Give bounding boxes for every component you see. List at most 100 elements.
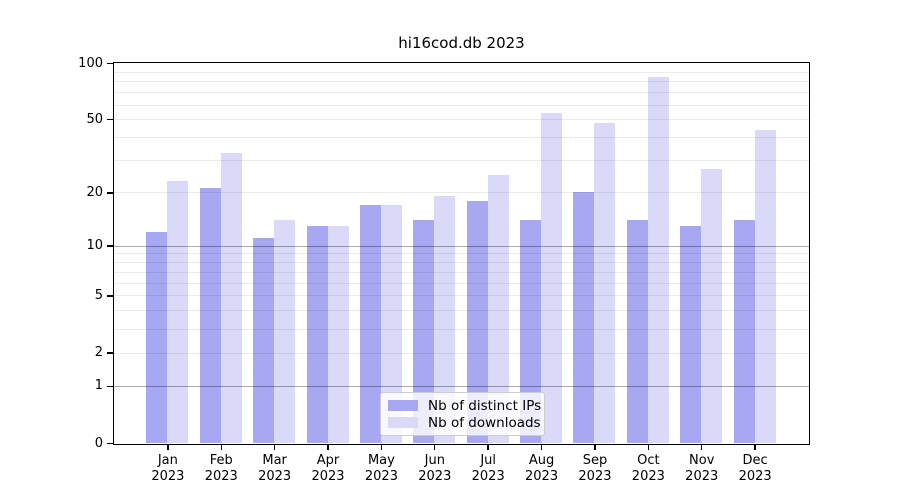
- y-tick-0: [107, 442, 113, 445]
- bar-distinct-ips-dec: [733, 220, 755, 443]
- legend-item-distinct-ips: Nb of distinct IPs: [388, 397, 542, 414]
- chart-title: hi16cod.db 2023: [398, 34, 525, 52]
- x-tick-label-year: 2023: [364, 468, 398, 484]
- x-tick-label-year: 2023: [738, 468, 772, 484]
- gridline-y-10: [114, 245, 809, 247]
- bar-downloads-apr: [327, 225, 349, 443]
- bar-distinct-ips-feb: [199, 188, 221, 443]
- x-tick-label-nov: Nov 2023: [670, 453, 734, 484]
- x-tick-dec: [754, 445, 756, 450]
- legend-swatch-ips-icon: [388, 400, 418, 411]
- x-tick-label-year: 2023: [685, 468, 719, 484]
- legend-label-ips: Nb of distinct IPs: [428, 397, 542, 414]
- x-tick-label-month: Apr: [316, 453, 340, 468]
- y-tick-50: [107, 119, 113, 121]
- bar-distinct-ips-sep: [573, 192, 595, 443]
- y-tick-5: [107, 295, 113, 297]
- x-tick-mar: [273, 445, 276, 450]
- bar-distinct-ips-jan: [146, 231, 168, 443]
- bar-downloads-sep: [594, 122, 616, 443]
- bar-distinct-ips-aug: [520, 220, 542, 443]
- legend-swatch-downloads-icon: [388, 417, 418, 428]
- x-tick-label-month: Dec: [742, 453, 768, 468]
- gridline-y-80: [114, 81, 809, 83]
- bar-downloads-nov: [701, 168, 723, 443]
- x-tick-label-feb: Feb 2023: [189, 453, 253, 484]
- gridline-y-20: [114, 192, 809, 194]
- gridline-y-40: [114, 137, 809, 139]
- gridline-y-3: [114, 328, 809, 330]
- x-tick-label-apr: Apr 2023: [296, 453, 360, 484]
- x-tick-label-jul: Jul 2023: [456, 453, 520, 484]
- bar-distinct-ips-oct: [626, 220, 648, 443]
- bar-distinct-ips-mar: [253, 238, 275, 443]
- bar-downloads-mar: [274, 220, 296, 443]
- y-tick-label-5: 5: [94, 287, 103, 303]
- x-tick-label-year: 2023: [578, 468, 612, 484]
- legend-item-downloads: Nb of downloads: [388, 414, 541, 431]
- x-tick-sep: [594, 445, 596, 450]
- x-tick-label-month: Nov: [689, 453, 715, 468]
- x-tick-label-month: Jun: [424, 453, 445, 468]
- x-tick-label-year: 2023: [258, 468, 292, 484]
- y-tick-20: [107, 192, 113, 194]
- bar-distinct-ips-apr: [306, 225, 328, 443]
- y-tick-label-1: 1: [94, 378, 103, 394]
- y-tick-2: [107, 352, 113, 354]
- legend-label-downloads: Nb of downloads: [428, 414, 541, 431]
- x-tick-jun: [434, 445, 436, 450]
- gridline-y-9: [114, 253, 809, 255]
- bar-distinct-ips-jun: [413, 220, 435, 443]
- x-tick-label-jan: Jan 2023: [136, 453, 200, 484]
- y-tick-label-100: 100: [78, 55, 103, 71]
- gridline-y-6: [114, 282, 809, 284]
- x-tick-label-mar: Mar 2023: [243, 453, 307, 484]
- x-tick-label-may: May 2023: [349, 453, 413, 484]
- y-tick-label-10: 10: [86, 238, 103, 254]
- x-tick-label-month: Sep: [582, 453, 608, 468]
- gridline-y-2: [114, 352, 809, 354]
- x-tick-aug: [540, 445, 543, 450]
- y-tick-1: [107, 385, 113, 388]
- x-tick-apr: [327, 445, 329, 450]
- x-tick-label-oct: Oct 2023: [616, 453, 680, 484]
- x-tick-label-year: 2023: [631, 468, 665, 484]
- x-tick-label-year: 2023: [311, 468, 345, 484]
- x-tick-label-aug: Aug 2023: [510, 453, 574, 484]
- x-tick-label-year: 2023: [471, 468, 505, 484]
- bar-downloads-jun: [434, 196, 456, 443]
- gridline-y-50: [114, 119, 809, 121]
- x-tick-nov: [701, 445, 703, 450]
- x-tick-label-year: 2023: [418, 468, 452, 484]
- x-tick-label-dec: Dec 2023: [723, 453, 787, 484]
- bar-downloads-dec: [754, 129, 776, 443]
- legend: Nb of distinct IPs Nb of downloads: [380, 392, 545, 436]
- x-tick-oct: [647, 445, 650, 450]
- gridline-y-1: [114, 385, 809, 387]
- gridline-y-8: [114, 262, 809, 264]
- gridline-y-7: [114, 271, 809, 273]
- bar-downloads-aug: [541, 113, 563, 443]
- x-tick-label-sep: Sep 2023: [563, 453, 627, 484]
- x-tick-label-month: May: [367, 453, 395, 468]
- x-tick-label-month: Aug: [528, 453, 555, 468]
- gridline-y-60: [114, 104, 809, 106]
- y-tick-label-50: 50: [86, 111, 103, 127]
- x-tick-jan: [167, 445, 169, 450]
- gridline-y-70: [114, 92, 809, 94]
- bar-downloads-jan: [167, 181, 189, 443]
- bar-downloads-oct: [647, 77, 669, 443]
- bar-distinct-ips-nov: [680, 225, 702, 443]
- bar-distinct-ips-may: [359, 205, 381, 443]
- bar-downloads-may: [380, 205, 402, 443]
- plot-area: [113, 62, 810, 445]
- bar-downloads-jul: [487, 174, 509, 443]
- y-tick-label-0: 0: [94, 435, 103, 451]
- gridline-y-90: [114, 71, 809, 73]
- y-tick-100: [107, 62, 113, 65]
- x-tick-label-year: 2023: [525, 468, 559, 484]
- x-tick-label-year: 2023: [204, 468, 238, 484]
- x-tick-label-month: Oct: [637, 453, 660, 468]
- gridline-y-5: [114, 295, 809, 297]
